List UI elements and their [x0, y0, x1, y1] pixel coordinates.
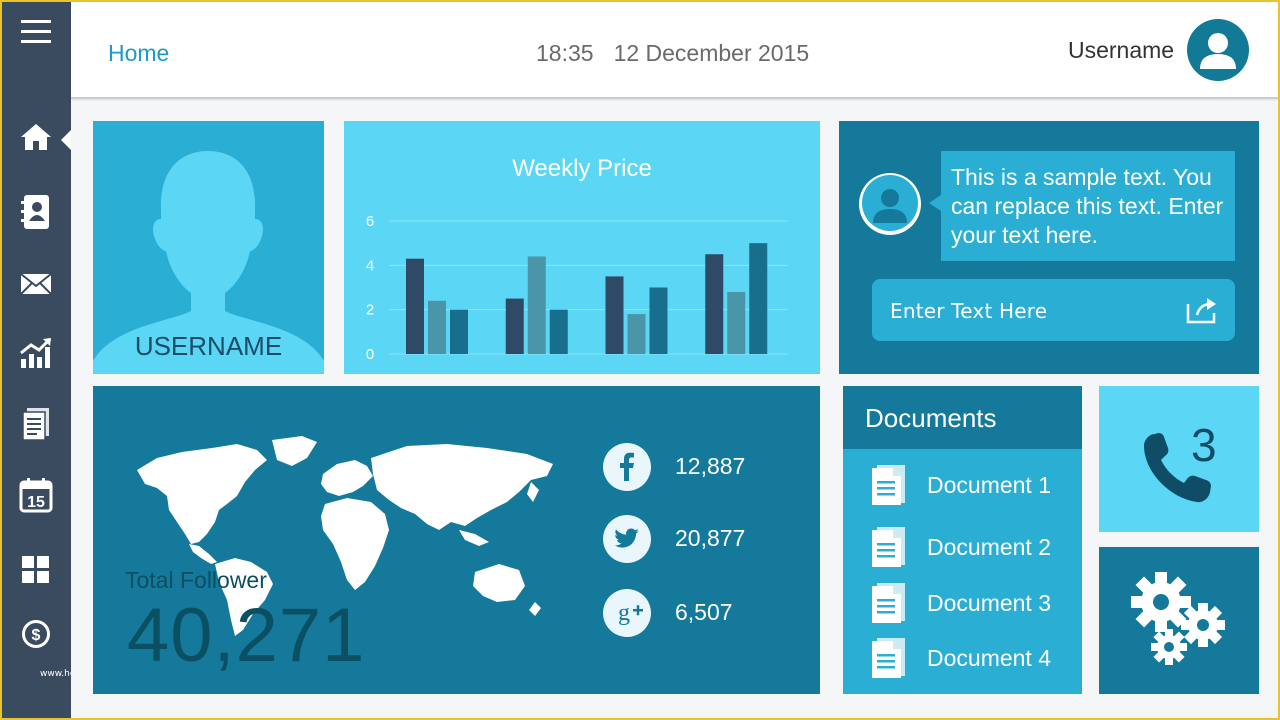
bar	[428, 300, 446, 354]
message-bubble: This is a sample text. You can replace t…	[929, 151, 1235, 261]
document-icon	[872, 527, 905, 567]
y-tick-label: 2	[366, 302, 374, 319]
bar	[527, 256, 546, 354]
document-label: Document 2	[927, 534, 1052, 560]
header-username[interactable]: Username	[1068, 37, 1175, 63]
profile-silhouette-icon	[93, 151, 324, 374]
contacts-icon[interactable]	[16, 192, 56, 232]
calendar-icon[interactable]: 15	[16, 475, 56, 515]
google-plus-count: 6,507	[675, 599, 733, 625]
bar	[649, 287, 668, 354]
documents-card: Documents Document 1 Document 2 Document…	[843, 386, 1082, 694]
svg-text:g: g	[618, 600, 630, 626]
settings-card[interactable]	[1099, 547, 1259, 694]
analytics-icon[interactable]	[16, 333, 56, 373]
header: Home 18:35 12 December 2015 Username	[71, 2, 1278, 99]
bar	[406, 258, 424, 354]
followers-card: Total Follower 40,271 12,887 20,877 g 6,…	[93, 386, 820, 694]
share-icon[interactable]	[1185, 296, 1219, 329]
message-input[interactable]: Enter Text Here	[872, 279, 1235, 341]
grid-icon[interactable]	[16, 550, 56, 590]
weekly-price-chart: Weekly Price 0 2 4 6	[344, 121, 820, 374]
bar	[549, 309, 568, 354]
profile-username: USERNAME	[134, 331, 283, 361]
total-follower-count: 40,271	[127, 593, 366, 678]
social-row-google-plus: g 6,507	[603, 589, 803, 639]
document-icon	[872, 638, 905, 678]
document-icon	[872, 583, 905, 623]
current-date: 12 December 2015	[613, 40, 810, 66]
dollar-icon[interactable]: $	[16, 614, 56, 654]
document-item[interactable]: Document 4	[871, 637, 1071, 681]
datetime: 18:35 12 December 2015	[536, 40, 809, 67]
breadcrumb-home[interactable]: Home	[108, 40, 170, 66]
profile-card[interactable]: USERNAME	[93, 121, 324, 374]
documents-title: Documents	[865, 403, 997, 433]
clock-time: 18:35	[536, 40, 594, 66]
documents-header: Documents	[843, 386, 1082, 449]
mail-icon[interactable]	[16, 264, 56, 304]
twitter-icon[interactable]	[603, 515, 651, 563]
message-input-placeholder: Enter Text Here	[890, 299, 1048, 323]
world-map-icon	[137, 436, 553, 636]
gears-icon	[1131, 572, 1225, 665]
y-tick-label: 4	[366, 257, 374, 274]
document-icon	[872, 465, 905, 505]
social-row-twitter: 20,877	[603, 515, 803, 565]
bar-chart-plot: 0 2 4 6	[366, 213, 788, 363]
bar	[749, 243, 768, 354]
user-icon	[1200, 33, 1236, 69]
bar	[605, 276, 624, 354]
facebook-icon[interactable]	[603, 443, 651, 491]
home-icon[interactable]	[16, 117, 56, 157]
total-follower-label: Total Follower	[125, 567, 267, 593]
chart-title: Weekly Price	[512, 155, 652, 182]
message-avatar	[859, 173, 921, 235]
bar	[505, 298, 524, 354]
documents-icon[interactable]	[16, 404, 56, 444]
avatar[interactable]	[1187, 19, 1249, 81]
y-tick-label: 6	[366, 213, 374, 230]
social-row-facebook: 12,887	[603, 443, 803, 493]
user-icon	[862, 175, 918, 231]
calls-card[interactable]: 3	[1099, 386, 1259, 532]
sidebar: 15 $ www.heritagechristiancollege.com	[2, 2, 195, 718]
active-indicator	[61, 130, 71, 150]
twitter-count: 20,877	[675, 525, 746, 551]
document-item[interactable]: Document 2	[871, 526, 1071, 570]
menu-icon[interactable]	[16, 12, 56, 52]
dashboard-content: USERNAME Weekly Price 0 2 4 6 This is a sam…	[71, 101, 1278, 718]
bar	[727, 291, 746, 354]
google-plus-icon[interactable]: g	[603, 589, 651, 637]
svg-text:$: $	[32, 627, 41, 644]
document-label: Document 3	[927, 590, 1052, 616]
bar	[705, 254, 724, 354]
facebook-count: 12,887	[675, 453, 746, 479]
document-item[interactable]: Document 1	[871, 464, 1071, 508]
phone-icon	[1144, 433, 1211, 503]
document-label: Document 1	[927, 472, 1052, 498]
y-tick-label: 0	[366, 346, 374, 363]
bar	[450, 309, 468, 354]
calendar-day-label: 15	[27, 494, 45, 511]
message-card: This is a sample text. You can replace t…	[839, 121, 1259, 374]
document-item[interactable]: Document 3	[871, 582, 1071, 626]
bar	[627, 314, 646, 354]
document-label: Document 4	[927, 645, 1052, 671]
missed-calls-count: 3	[1191, 419, 1217, 471]
